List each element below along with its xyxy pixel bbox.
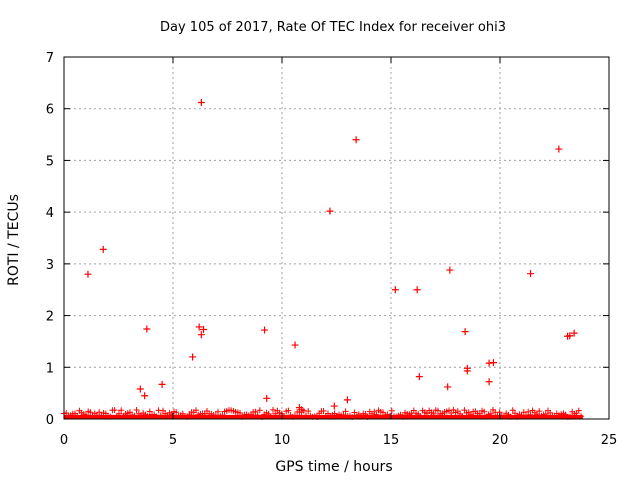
y-tick-label: 0 xyxy=(46,413,54,428)
y-tick-label: 5 xyxy=(46,154,54,169)
data-point xyxy=(489,359,497,367)
y-tick-label: 3 xyxy=(46,258,54,273)
y-tick-label: 1 xyxy=(46,361,54,376)
data-point xyxy=(330,402,338,410)
data-point xyxy=(555,145,563,153)
data-point xyxy=(570,329,578,337)
data-point xyxy=(189,353,197,361)
y-tick-label: 6 xyxy=(46,103,54,118)
y-axis-label: ROTI / TECUs xyxy=(6,194,22,286)
x-tick-label: 15 xyxy=(383,433,400,448)
grid xyxy=(64,57,609,419)
x-tick-label: 25 xyxy=(601,433,618,448)
data-point xyxy=(461,328,469,336)
baseline-band-fill xyxy=(64,414,583,419)
data-point xyxy=(158,380,166,388)
plot-frame xyxy=(63,56,610,420)
data-point xyxy=(263,394,271,402)
x-tick-label: 5 xyxy=(169,433,177,448)
data-point xyxy=(261,326,269,334)
x-tick-label: 20 xyxy=(492,433,509,448)
data-point xyxy=(485,378,493,386)
x-tick-label: 10 xyxy=(274,433,291,448)
x-axis-label: GPS time / hours xyxy=(275,459,392,475)
data-point xyxy=(444,383,452,391)
data-point xyxy=(463,367,471,375)
y-tick-label: 2 xyxy=(46,310,54,325)
y-tick-label: 7 xyxy=(46,51,54,66)
data-point xyxy=(527,270,535,278)
data-point xyxy=(143,325,151,333)
data-point xyxy=(99,245,107,253)
data-points xyxy=(84,99,578,414)
data-point xyxy=(195,323,203,331)
data-point xyxy=(84,270,92,278)
data-point xyxy=(326,207,334,215)
data-point xyxy=(136,385,144,393)
axis-ticks: 0 5 10 15 20 25 0 1 2 3 4 5 6 7 xyxy=(46,51,618,448)
y-tick-label: 4 xyxy=(46,206,54,221)
data-point xyxy=(391,286,399,294)
data-point xyxy=(200,326,208,334)
data-point xyxy=(197,99,205,107)
data-point xyxy=(197,331,205,339)
data-point xyxy=(352,136,360,144)
chart-title: Day 105 of 2017, Rate Of TEC Index for r… xyxy=(160,20,506,35)
data-point xyxy=(446,266,454,274)
baseline-band xyxy=(61,406,584,420)
data-point xyxy=(298,406,306,414)
data-point xyxy=(415,373,423,381)
data-point xyxy=(141,392,149,400)
x-tick-label: 0 xyxy=(60,433,68,448)
data-point xyxy=(566,332,574,340)
data-point xyxy=(291,341,299,349)
data-point xyxy=(413,286,421,294)
data-point xyxy=(343,396,351,404)
